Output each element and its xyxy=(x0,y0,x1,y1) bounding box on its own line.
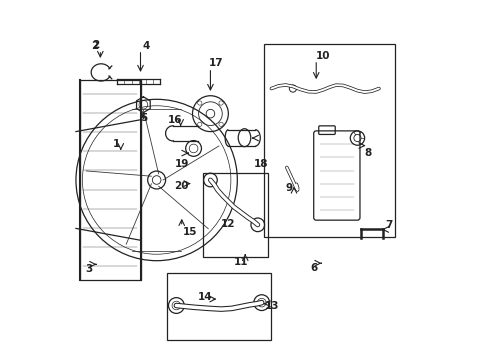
Text: 2: 2 xyxy=(92,40,99,50)
Bar xyxy=(80,80,140,280)
Bar xyxy=(264,44,394,237)
Text: 12: 12 xyxy=(221,219,235,229)
Text: 4: 4 xyxy=(142,41,149,50)
Text: 15: 15 xyxy=(183,227,197,237)
Text: 3: 3 xyxy=(85,264,92,274)
Text: 1: 1 xyxy=(112,139,120,149)
Text: 16: 16 xyxy=(167,115,182,125)
Text: 17: 17 xyxy=(208,58,223,68)
Text: 2: 2 xyxy=(91,41,98,50)
Text: 5: 5 xyxy=(140,113,147,123)
Bar xyxy=(167,273,271,339)
Text: 20: 20 xyxy=(174,181,188,192)
Text: 10: 10 xyxy=(316,50,330,60)
Text: 18: 18 xyxy=(254,159,268,169)
Text: 7: 7 xyxy=(385,220,392,230)
Text: 14: 14 xyxy=(197,292,212,302)
Text: 6: 6 xyxy=(310,263,317,273)
Text: 11: 11 xyxy=(233,257,247,267)
Text: 13: 13 xyxy=(264,301,279,311)
Text: 9: 9 xyxy=(285,183,292,193)
Bar xyxy=(203,173,267,257)
Text: 19: 19 xyxy=(174,159,188,169)
Text: 8: 8 xyxy=(364,148,371,158)
